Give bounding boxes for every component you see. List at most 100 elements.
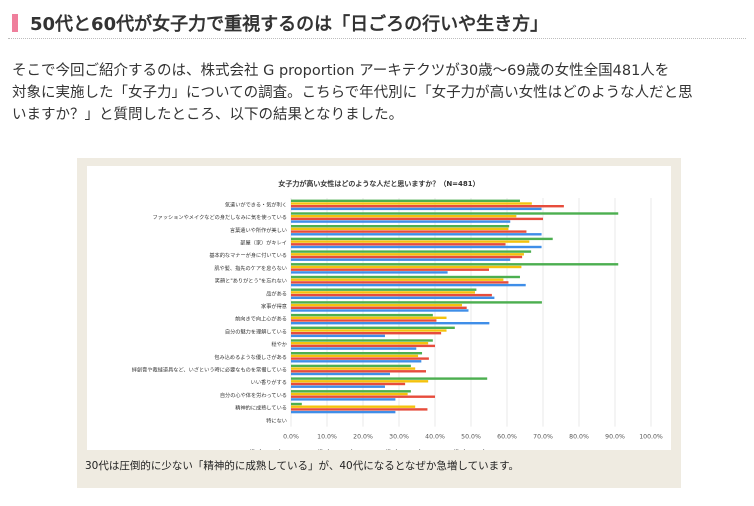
bar [291, 296, 495, 299]
x-tick-label: 70.0% [533, 434, 553, 441]
bar [291, 303, 462, 307]
bar [291, 268, 489, 271]
bar [291, 281, 509, 284]
x-tick-label: 90.0% [605, 434, 625, 441]
category-label: 笑顔と"ありがとう"を忘れない [215, 277, 287, 285]
bar [291, 263, 619, 266]
heading-accent-bar [12, 14, 18, 32]
intro-line-2: 対象に実施した「女子力」についての調査。こちらで年代別に「女子力が高い女性はどの… [12, 85, 693, 101]
bar [291, 202, 532, 205]
bar [291, 380, 429, 383]
bar [291, 390, 411, 393]
bar [291, 233, 542, 236]
legend-label: 40代（N=139） [309, 449, 357, 450]
bar [291, 220, 511, 223]
x-tick-label: 50.0% [461, 434, 481, 441]
category-label: 品がある [266, 289, 287, 297]
bar [291, 329, 447, 332]
bar [291, 377, 488, 380]
bar [291, 357, 429, 360]
bar [291, 215, 517, 218]
figure-caption: 30代は圧倒的に少ない「精神的に成熟している」が、40代になるとなぜか急増してい… [85, 460, 520, 472]
bar [291, 364, 411, 368]
category-label: 肌や髪、指先のケアを怠らない [214, 264, 287, 272]
bar [291, 250, 532, 253]
bar [291, 199, 520, 202]
category-label: 精神的に成熟している [235, 404, 287, 412]
intro-line-1: そこで今回ご紹介するのは、株式会社 G proportion アーキテクツが30… [12, 63, 670, 79]
bar [291, 382, 406, 386]
bar [291, 410, 396, 414]
bar [291, 319, 437, 322]
bar [291, 240, 530, 243]
legend-label: 60代（N=69） [445, 449, 489, 450]
category-label: 絆創膏や裁縫道具など、いざという時に必要なものを常備している [132, 365, 287, 373]
bar [291, 372, 390, 376]
heading-title: 50代と60代が女子力で重視するのは「日ごろの行いや生き方」 [30, 14, 549, 35]
bar [291, 405, 416, 408]
category-label: 特にない [266, 416, 287, 424]
category-label: 自分の心や体を労わっている [220, 391, 287, 399]
bar [291, 339, 433, 342]
bar [291, 253, 524, 256]
bar [291, 385, 385, 388]
legend-label: 30代（N=33） [241, 449, 285, 450]
bar [291, 370, 426, 373]
bar [291, 367, 416, 370]
bar [291, 205, 564, 208]
bar [291, 360, 422, 363]
bar [291, 352, 423, 355]
intro-paragraph: そこで今回ご紹介するのは、株式会社 G proportion アーキテクツが30… [12, 60, 742, 126]
bar-chart: 女子力が高い女性はどのような人だと思いますか？（N=481） 0.0% 10.0% 2… [132, 179, 663, 457]
bar [291, 326, 455, 329]
bar [291, 265, 522, 269]
bar [291, 301, 542, 304]
bar [291, 278, 504, 281]
bar [291, 332, 442, 335]
bar [291, 316, 447, 319]
category-label: 家事が得意 [261, 302, 287, 310]
bar [291, 344, 435, 348]
category-label: 包み込めるような優しさがある [214, 353, 287, 361]
x-tick-label: 30.0% [389, 434, 409, 441]
bar [291, 245, 542, 249]
intro-line-3: いますか？」と質問したところ、以下の結果となりました。 [12, 107, 404, 123]
legend-label: 50代（N=240） [377, 449, 425, 450]
bar [291, 227, 509, 231]
bar [291, 334, 385, 338]
category-label: 前向きで向上心がある [235, 315, 287, 323]
bar [291, 212, 619, 215]
bar [291, 347, 417, 350]
section-heading: 50代と60代が女子力で重視するのは「日ごろの行いや生き方」 [8, 8, 746, 39]
bar [291, 255, 523, 259]
bar [291, 342, 429, 345]
bar [291, 291, 475, 294]
figure: 女子力が高い女性はどのような人だと思いますか？（N=481） 0.0% 10.0% 2… [77, 158, 681, 488]
bar [291, 322, 490, 325]
bar [291, 313, 433, 317]
bar [291, 306, 467, 309]
bar [291, 309, 469, 312]
bar [291, 207, 542, 211]
x-tick-label: 100.0% [639, 434, 663, 441]
x-tick-label: 10.0% [317, 434, 337, 441]
x-tick-label: 20.0% [353, 434, 373, 441]
bar [291, 293, 492, 297]
bar [291, 271, 448, 274]
x-tick-label: 0.0% [283, 434, 299, 441]
x-tick-label: 80.0% [569, 434, 589, 441]
category-label: ファッションやメイクなどの身だしなみに気を使っている [152, 213, 287, 221]
category-label: 自分の魅力を理解している [225, 327, 287, 335]
bar [291, 402, 302, 406]
bar [291, 258, 511, 261]
category-label: 言葉遣いや所作が美しい [230, 226, 287, 234]
x-tick-label: 60.0% [497, 434, 517, 441]
bar [291, 237, 553, 241]
category-label: 穏やか [271, 340, 287, 348]
bar [291, 288, 477, 291]
bar [291, 408, 428, 411]
bar [291, 392, 408, 396]
category-label: 気遣いができる・気が利く [225, 200, 287, 208]
bar [291, 283, 526, 287]
category-label: 基本的なマナーが身に付いている [209, 251, 287, 259]
